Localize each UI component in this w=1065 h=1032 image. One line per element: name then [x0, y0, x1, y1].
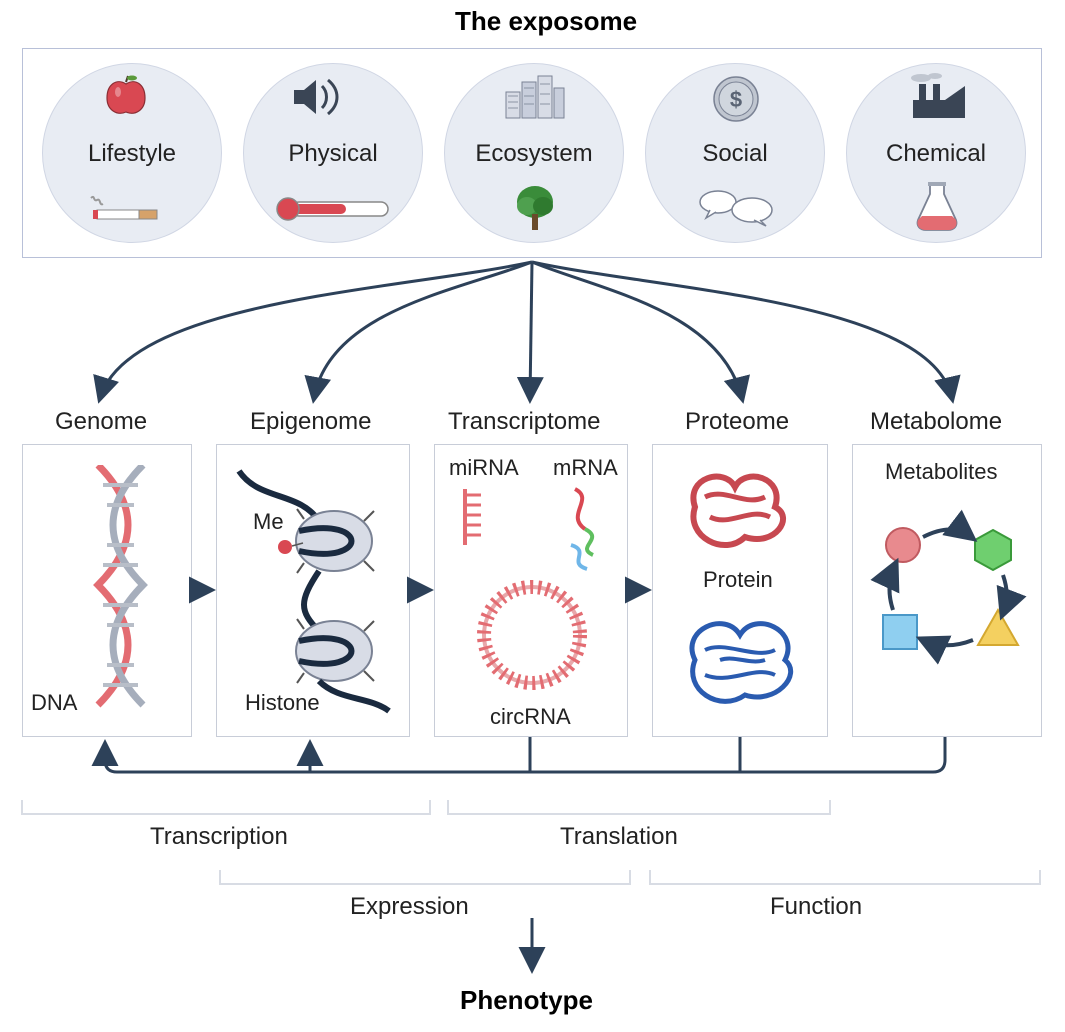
- diagram-canvas: The exposome Lifestyle Physical: [0, 0, 1065, 1032]
- final-arrow: [0, 0, 1065, 1032]
- phenotype-label: Phenotype: [460, 985, 593, 1016]
